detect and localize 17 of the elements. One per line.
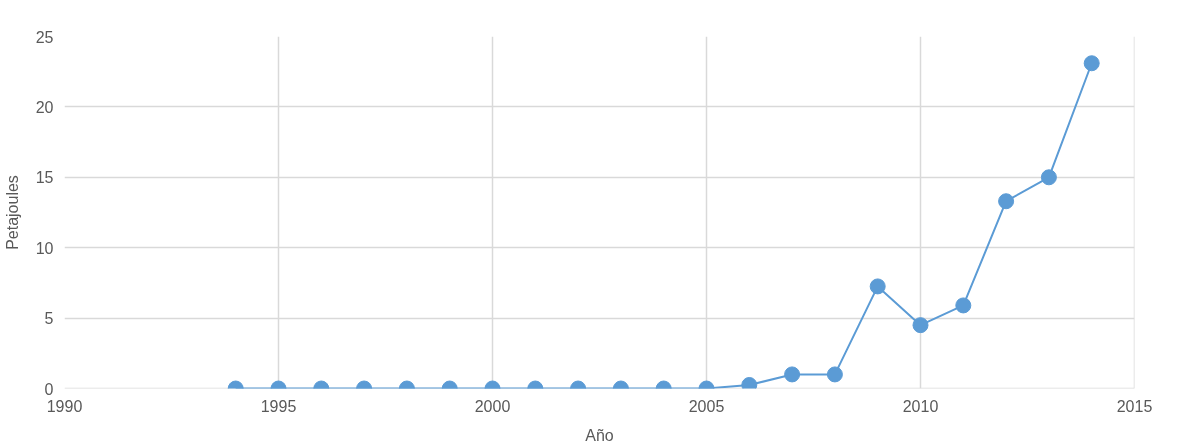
point [998, 193, 1015, 210]
x-tick-label: 2000 [474, 397, 511, 415]
y-tick-label: 0 [44, 380, 54, 398]
point [1040, 169, 1057, 186]
x-tick-label: 2005 [688, 397, 725, 415]
x-tick-label: 1995 [260, 397, 297, 415]
x-tick-label: 2015 [1116, 397, 1153, 415]
point [869, 278, 886, 295]
y-axis-title: Petajoules [3, 175, 21, 250]
x-tick-label: 2010 [902, 397, 939, 415]
y-tick-label: 5 [44, 310, 54, 328]
y-tick-label: 10 [35, 239, 54, 257]
x-tick-label: 1990 [46, 397, 83, 415]
y-tick-label: 20 [35, 98, 54, 116]
y-tick-label: 25 [35, 28, 54, 46]
y-tick-label: 15 [35, 169, 54, 187]
x-axis-title: Año [585, 426, 614, 444]
